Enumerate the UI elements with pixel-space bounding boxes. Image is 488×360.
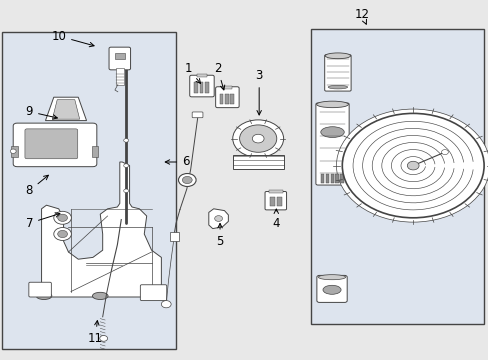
Bar [219, 94, 223, 104]
Bar [230, 94, 234, 104]
Bar [232, 155, 283, 169]
Bar [335, 174, 338, 183]
Circle shape [182, 176, 192, 184]
Bar [340, 174, 343, 183]
Ellipse shape [323, 285, 341, 294]
Circle shape [232, 120, 283, 157]
Bar [115, 53, 124, 59]
Circle shape [161, 301, 171, 308]
Bar [194, 82, 198, 93]
Circle shape [252, 134, 264, 143]
Circle shape [214, 216, 222, 221]
Ellipse shape [316, 101, 347, 108]
Bar [330, 174, 333, 183]
Text: 4: 4 [272, 209, 280, 230]
FancyBboxPatch shape [189, 75, 214, 97]
Circle shape [239, 125, 276, 152]
Bar [277, 197, 282, 206]
Bar [11, 146, 18, 157]
Circle shape [123, 189, 128, 193]
FancyBboxPatch shape [13, 123, 97, 167]
Bar [269, 197, 274, 206]
Text: 8: 8 [25, 175, 48, 197]
Circle shape [100, 336, 107, 341]
Bar [199, 82, 203, 93]
Circle shape [10, 149, 16, 153]
FancyBboxPatch shape [192, 112, 203, 118]
FancyBboxPatch shape [324, 55, 350, 91]
Text: 12: 12 [354, 8, 368, 24]
Bar [221, 86, 232, 89]
FancyBboxPatch shape [315, 103, 348, 185]
Polygon shape [41, 162, 161, 297]
Circle shape [407, 161, 418, 170]
FancyBboxPatch shape [2, 32, 176, 349]
FancyBboxPatch shape [215, 87, 239, 108]
Ellipse shape [36, 292, 52, 300]
Polygon shape [45, 97, 86, 121]
Ellipse shape [320, 127, 344, 138]
Ellipse shape [327, 85, 347, 89]
Bar [224, 94, 228, 104]
FancyBboxPatch shape [264, 192, 286, 210]
Polygon shape [208, 209, 228, 229]
FancyBboxPatch shape [25, 129, 78, 159]
Bar [204, 82, 208, 93]
Circle shape [58, 214, 67, 221]
Text: 7: 7 [25, 213, 60, 230]
Bar [92, 146, 98, 157]
FancyBboxPatch shape [316, 275, 346, 302]
Circle shape [54, 228, 71, 240]
Circle shape [342, 113, 483, 218]
Text: 11: 11 [88, 321, 102, 345]
Circle shape [54, 211, 71, 224]
Circle shape [178, 174, 196, 186]
Ellipse shape [318, 275, 345, 280]
FancyBboxPatch shape [29, 282, 51, 297]
Text: 1: 1 [184, 62, 200, 84]
Text: 9: 9 [25, 105, 57, 119]
Bar [116, 68, 123, 85]
Bar [170, 232, 179, 241]
Bar [196, 74, 207, 77]
Text: 6: 6 [165, 156, 189, 168]
Circle shape [441, 150, 447, 155]
Text: 10: 10 [51, 30, 94, 47]
Polygon shape [52, 100, 80, 119]
Bar [320, 174, 324, 183]
Ellipse shape [325, 53, 350, 59]
Circle shape [123, 164, 128, 167]
Bar [325, 174, 328, 183]
Text: 3: 3 [255, 69, 263, 115]
Text: 5: 5 [216, 224, 224, 248]
FancyBboxPatch shape [140, 285, 166, 301]
Bar [268, 190, 282, 193]
Ellipse shape [92, 292, 108, 300]
FancyBboxPatch shape [310, 29, 483, 324]
Ellipse shape [147, 292, 163, 300]
Circle shape [336, 109, 488, 222]
Circle shape [58, 230, 67, 238]
Text: 2: 2 [213, 62, 224, 90]
FancyBboxPatch shape [109, 47, 130, 70]
Circle shape [123, 139, 128, 142]
